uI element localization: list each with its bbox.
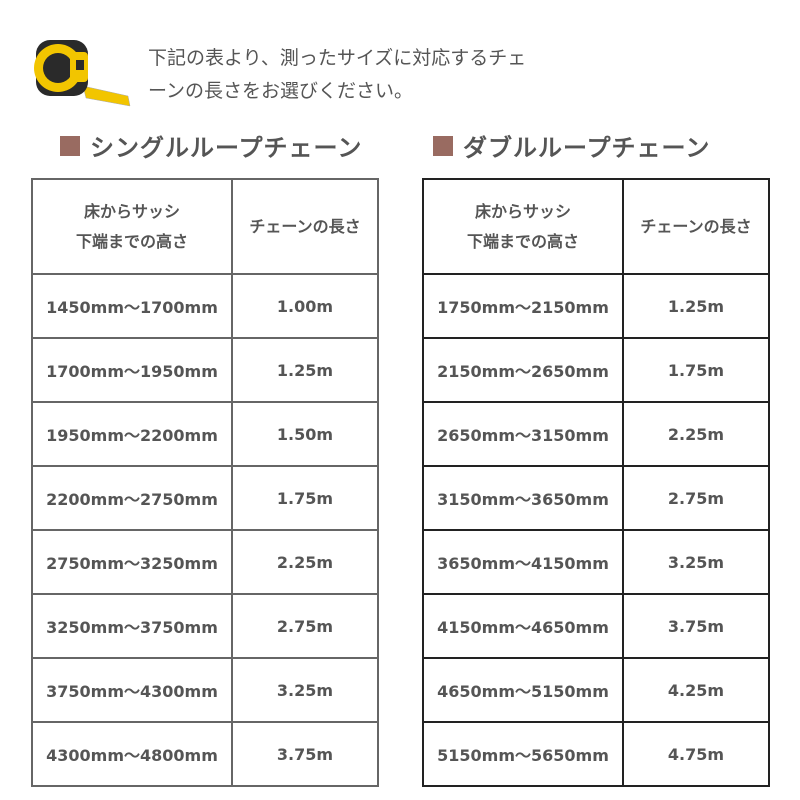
height-range: 2200mm〜2750mm bbox=[31, 465, 233, 531]
chain-length: 1.75m bbox=[622, 337, 770, 403]
height-range: 5150mm〜5650mm bbox=[422, 721, 624, 787]
table-header: 床からサッシ 下端までの高さ チェーンの長さ bbox=[31, 178, 379, 275]
intro-line-1: 下記の表より、測ったサイズに対応するチェ bbox=[148, 47, 527, 69]
height-range: 3250mm〜3750mm bbox=[31, 593, 233, 659]
table-row: 3250mm〜3750mm 2.75m bbox=[31, 593, 379, 659]
header-line: 床からサッシ bbox=[474, 201, 571, 221]
height-range: 2750mm〜3250mm bbox=[31, 529, 233, 595]
double-loop-title: ダブルループチェーン bbox=[433, 128, 710, 163]
tape-measure-icon bbox=[34, 40, 131, 107]
table-row: 3750mm〜4300mm 3.25m bbox=[31, 657, 379, 723]
table-row: 2200mm〜2750mm 1.75m bbox=[31, 465, 379, 531]
table-row: 1950mm〜2200mm 1.50m bbox=[31, 401, 379, 467]
chain-length: 2.25m bbox=[231, 529, 379, 595]
single-loop-title: シングルループチェーン bbox=[60, 128, 362, 163]
height-header: 床からサッシ 下端までの高さ bbox=[422, 178, 624, 275]
table-row: 2150mm〜2650mm 1.75m bbox=[422, 337, 770, 403]
table-row: 3650mm〜4150mm 3.25m bbox=[422, 529, 770, 595]
height-range: 1450mm〜1700mm bbox=[31, 273, 233, 339]
square-bullet-icon bbox=[433, 135, 453, 156]
height-range: 4650mm〜5150mm bbox=[422, 657, 624, 723]
height-range: 2150mm〜2650mm bbox=[422, 337, 624, 403]
table-row: 4150mm〜4650mm 3.75m bbox=[422, 593, 770, 659]
single-loop-table: 床からサッシ 下端までの高さ チェーンの長さ 1450mm〜1700mm 1.00m 17… bbox=[31, 178, 379, 787]
height-range: 1700mm〜1950mm bbox=[31, 337, 233, 403]
chain-length: 2.25m bbox=[622, 401, 770, 467]
intro-text: 下記の表より、測ったサイズに対応するチェ ーンの長さをお選びください。 bbox=[148, 42, 648, 108]
height-range: 3650mm〜4150mm bbox=[422, 529, 624, 595]
chain-length: 4.25m bbox=[622, 657, 770, 723]
height-header: 床からサッシ 下端までの高さ bbox=[31, 178, 233, 275]
header-line: 床からサッシ bbox=[83, 201, 180, 221]
length-header: チェーンの長さ bbox=[231, 178, 379, 275]
header-line: 下端までの高さ bbox=[466, 231, 579, 251]
double-loop-table: 床からサッシ 下端までの高さ チェーンの長さ 1750mm〜2150mm 1.25m 21… bbox=[422, 178, 770, 787]
table-row: 4650mm〜5150mm 4.25m bbox=[422, 657, 770, 723]
table-row: 2750mm〜3250mm 2.25m bbox=[31, 529, 379, 595]
chain-length: 3.75m bbox=[231, 721, 379, 787]
table-row: 2650mm〜3150mm 2.25m bbox=[422, 401, 770, 467]
height-range: 4150mm〜4650mm bbox=[422, 593, 624, 659]
chain-length: 1.75m bbox=[231, 465, 379, 531]
chain-length: 4.75m bbox=[622, 721, 770, 787]
single-title-text: シングルループチェーン bbox=[90, 134, 363, 162]
double-title-text: ダブルループチェーン bbox=[463, 134, 711, 162]
height-range: 2650mm〜3150mm bbox=[422, 401, 624, 467]
chain-length: 1.50m bbox=[231, 401, 379, 467]
chain-length: 3.25m bbox=[622, 529, 770, 595]
table-header: 床からサッシ 下端までの高さ チェーンの長さ bbox=[422, 178, 770, 275]
table-row: 1450mm〜1700mm 1.00m bbox=[31, 273, 379, 339]
table-row: 1700mm〜1950mm 1.25m bbox=[31, 337, 379, 403]
table-row: 5150mm〜5650mm 4.75m bbox=[422, 721, 770, 787]
length-header: チェーンの長さ bbox=[622, 178, 770, 275]
chain-length: 2.75m bbox=[622, 465, 770, 531]
header-line: 下端までの高さ bbox=[75, 231, 188, 251]
chain-length: 3.25m bbox=[231, 657, 379, 723]
chain-length: 1.00m bbox=[231, 273, 379, 339]
table-row: 4300mm〜4800mm 3.75m bbox=[31, 721, 379, 787]
table-row: 1750mm〜2150mm 1.25m bbox=[422, 273, 770, 339]
height-range: 1950mm〜2200mm bbox=[31, 401, 233, 467]
height-range: 1750mm〜2150mm bbox=[422, 273, 624, 339]
square-bullet-icon bbox=[60, 135, 80, 156]
height-range: 4300mm〜4800mm bbox=[31, 721, 233, 787]
chain-length: 2.75m bbox=[231, 593, 379, 659]
table-row: 3150mm〜3650mm 2.75m bbox=[422, 465, 770, 531]
height-range: 3750mm〜4300mm bbox=[31, 657, 233, 723]
chain-length: 1.25m bbox=[231, 337, 379, 403]
chain-length: 3.75m bbox=[622, 593, 770, 659]
intro-line-2: ーンの長さをお選びください。 bbox=[148, 80, 414, 102]
height-range: 3150mm〜3650mm bbox=[422, 465, 624, 531]
chain-length: 1.25m bbox=[622, 273, 770, 339]
